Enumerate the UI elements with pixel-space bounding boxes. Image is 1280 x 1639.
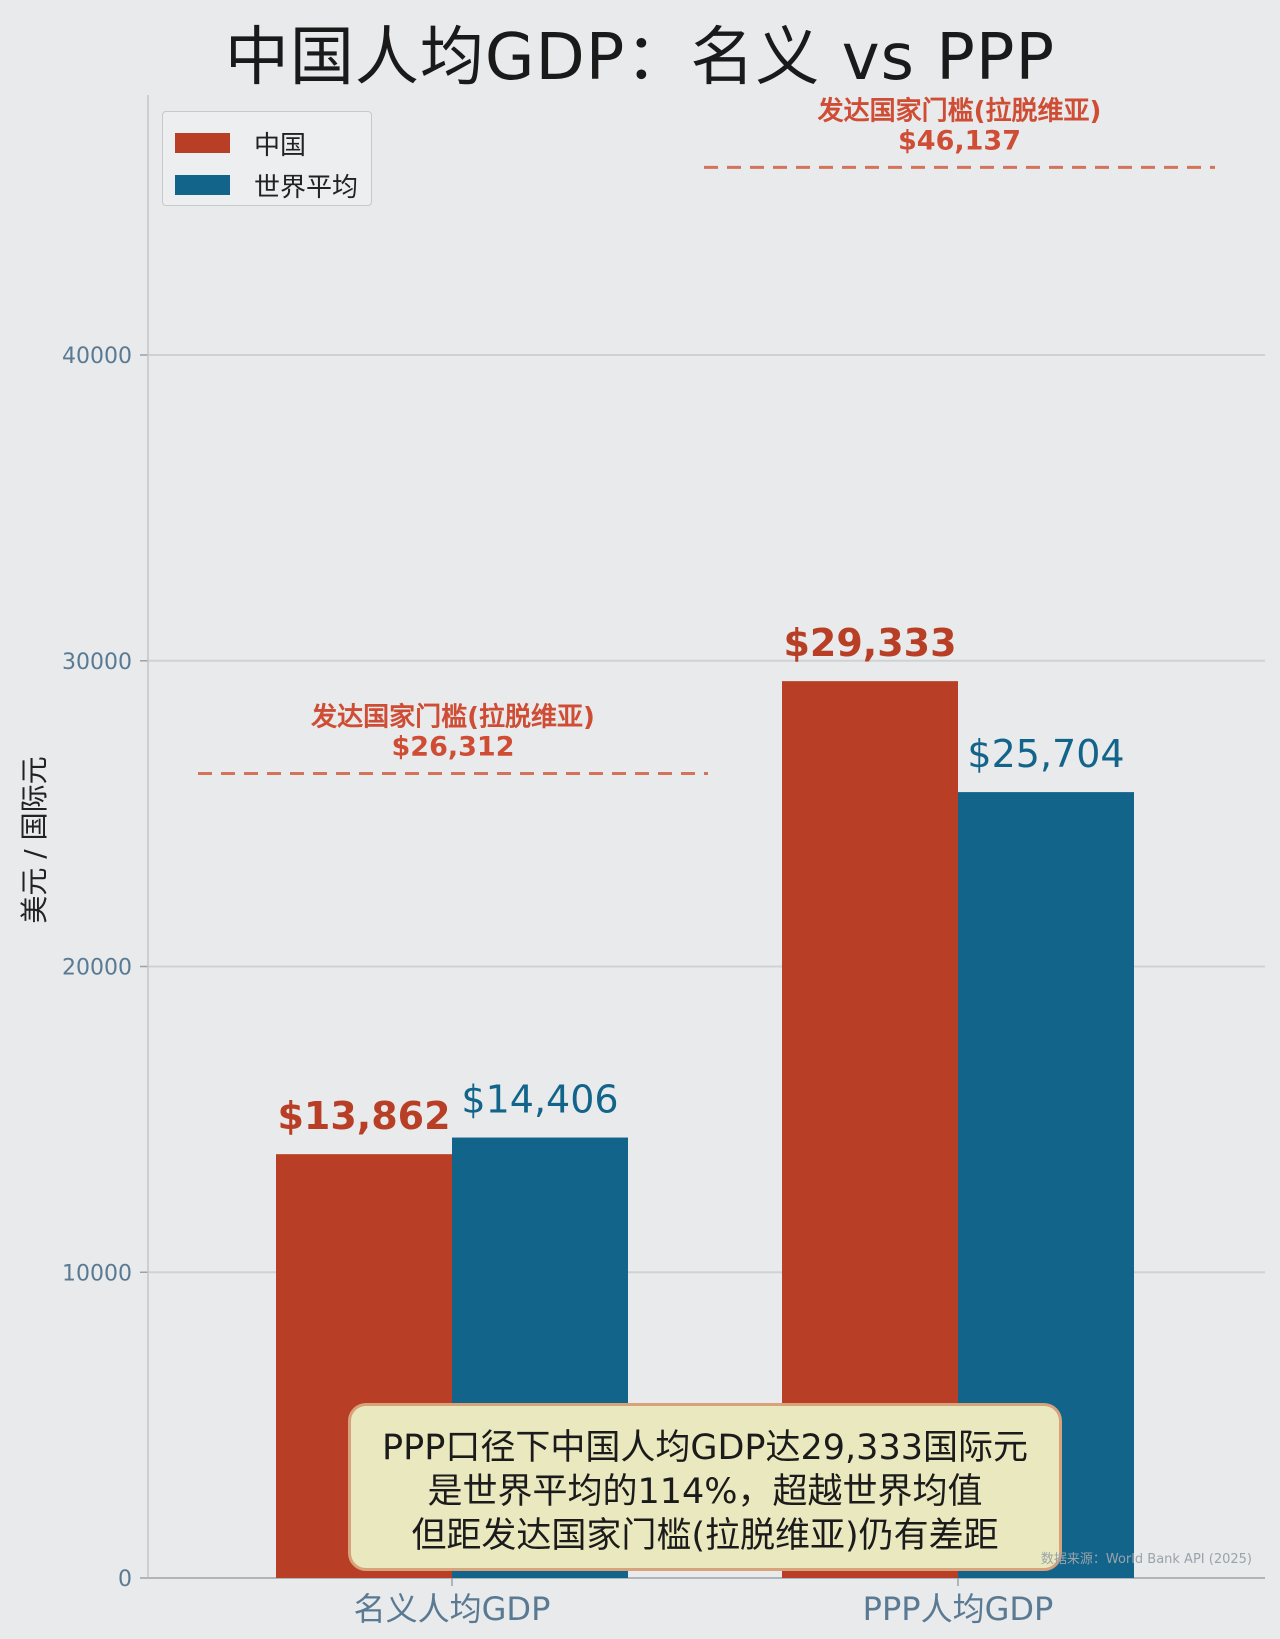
y-tick-label: 0 [118, 1567, 132, 1592]
data-label-world: $14,406 [461, 1078, 618, 1122]
x-tick-label: PPP人均GDP [863, 1590, 1054, 1628]
annotation-line-2: 是世界平均的114%，超越世界均值 [427, 1472, 983, 1512]
threshold-value-label: $46,137 [898, 125, 1021, 156]
y-tick-label: 10000 [62, 1261, 132, 1286]
annotation-line-3: 但距发达国家门槛(拉脱维亚)仍有差距 [411, 1516, 999, 1556]
annotation-box: PPP口径下中国人均GDP达29,333国际元 是世界平均的114%，超越世界均… [348, 1403, 1062, 1571]
data-label-china: $13,862 [277, 1094, 450, 1138]
legend: 中国 世界平均 [162, 111, 372, 206]
y-tick-label: 40000 [62, 344, 132, 369]
y-axis-label: 美元 / 国际元 [18, 756, 51, 924]
threshold-label: 发达国家门槛(拉脱维亚) [310, 702, 595, 733]
legend-item-china: 中国 [175, 126, 307, 161]
x-tick-label: 名义人均GDP [354, 1590, 551, 1628]
legend-swatch-china [175, 133, 230, 153]
threshold-label: 发达国家门槛(拉脱维亚) [817, 95, 1102, 126]
data-source: 数据来源：World Bank API (2025) [1040, 1552, 1252, 1567]
threshold-value-label: $26,312 [392, 732, 515, 763]
data-label-world: $25,704 [967, 732, 1124, 776]
annotation-line-1: PPP口径下中国人均GDP达29,333国际元 [382, 1428, 1028, 1468]
y-tick-label: 30000 [62, 650, 132, 675]
legend-item-world: 世界平均 [175, 168, 359, 203]
y-tick-label: 20000 [62, 956, 132, 981]
legend-label-china: 中国 [254, 130, 307, 161]
legend-swatch-world [175, 175, 230, 195]
legend-label-world: 世界平均 [254, 172, 359, 203]
chart-title: 中国人均GDP：名义 vs PPP [224, 21, 1056, 95]
data-label-china: $29,333 [783, 621, 956, 665]
